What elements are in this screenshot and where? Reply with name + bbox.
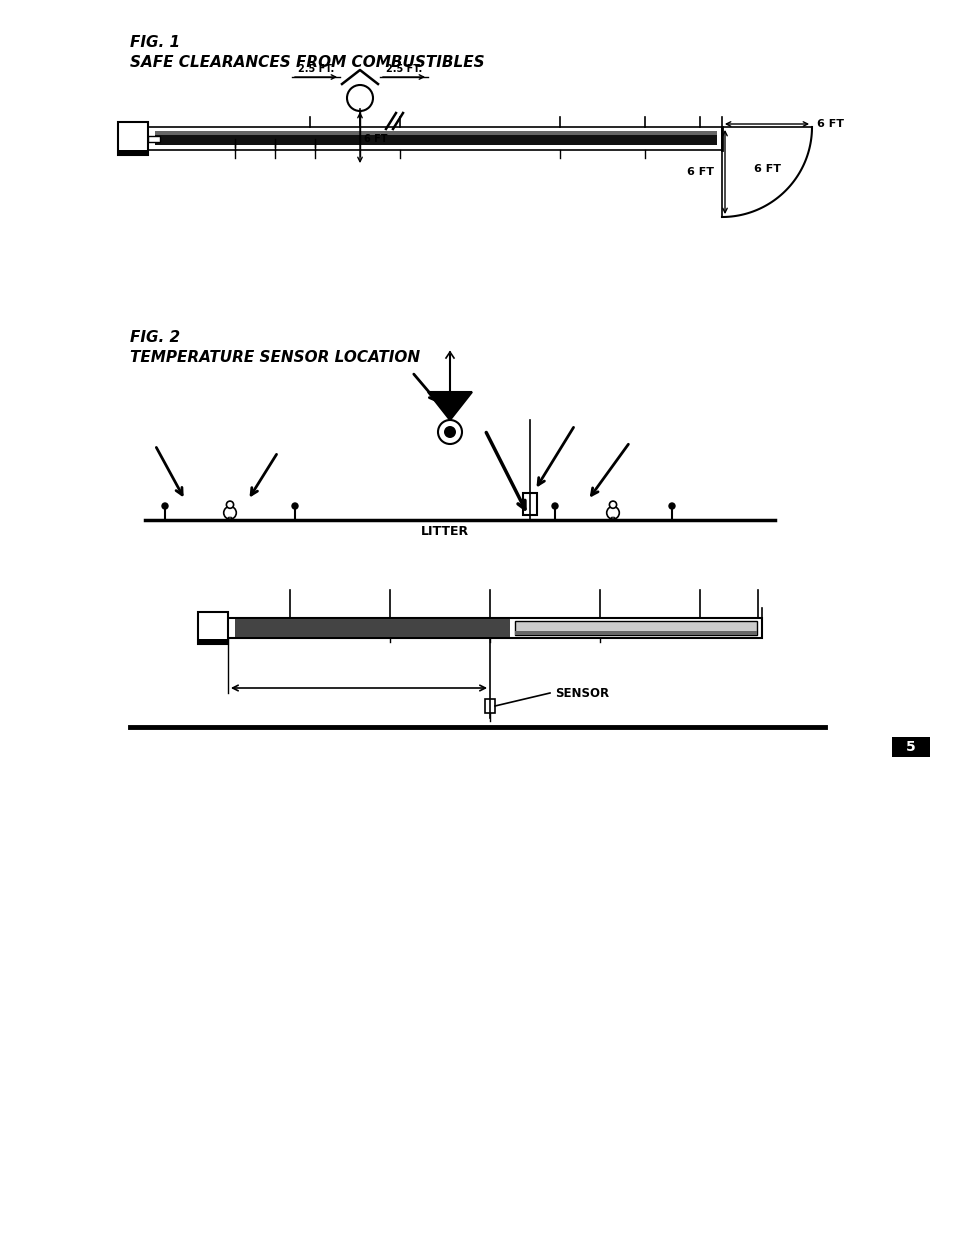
- Bar: [214, 618, 761, 638]
- Bar: [198, 613, 228, 643]
- Circle shape: [552, 503, 558, 509]
- Circle shape: [606, 506, 618, 519]
- Text: 6 FT: 6 FT: [816, 119, 843, 128]
- Bar: [118, 149, 148, 156]
- Text: 2.5 FT.: 2.5 FT.: [385, 64, 421, 74]
- Text: TEMPERATURE SENSOR LOCATION: TEMPERATURE SENSOR LOCATION: [130, 350, 419, 366]
- Text: 5: 5: [905, 740, 915, 755]
- Bar: [135, 127, 721, 149]
- Bar: [515, 631, 757, 635]
- Bar: [234, 619, 510, 637]
- Text: SENSOR: SENSOR: [555, 687, 608, 699]
- Bar: [484, 699, 495, 713]
- Bar: [198, 638, 228, 643]
- Bar: [154, 131, 717, 135]
- Text: 6 FT: 6 FT: [753, 164, 781, 174]
- Bar: [148, 136, 160, 142]
- Circle shape: [162, 503, 168, 509]
- Text: LITTER: LITTER: [420, 525, 469, 538]
- Text: FIG. 1: FIG. 1: [130, 35, 180, 49]
- Bar: [891, 737, 929, 757]
- Circle shape: [292, 503, 297, 509]
- Text: 2.5 FT.: 2.5 FT.: [297, 64, 334, 74]
- Polygon shape: [428, 391, 472, 420]
- Bar: [522, 493, 537, 515]
- Circle shape: [226, 501, 233, 509]
- Text: 6 FT: 6 FT: [686, 167, 713, 177]
- Bar: [154, 135, 717, 144]
- Text: SAFE CLEARANCES FROM COMBUSTIBLES: SAFE CLEARANCES FROM COMBUSTIBLES: [130, 56, 484, 70]
- Circle shape: [668, 503, 675, 509]
- Text: FIG. 2: FIG. 2: [130, 330, 180, 345]
- Bar: [118, 122, 148, 156]
- Circle shape: [223, 506, 236, 519]
- Text: 6 FT: 6 FT: [364, 133, 387, 143]
- Bar: [515, 621, 757, 635]
- Circle shape: [609, 501, 616, 509]
- Circle shape: [437, 420, 461, 445]
- Circle shape: [443, 426, 456, 438]
